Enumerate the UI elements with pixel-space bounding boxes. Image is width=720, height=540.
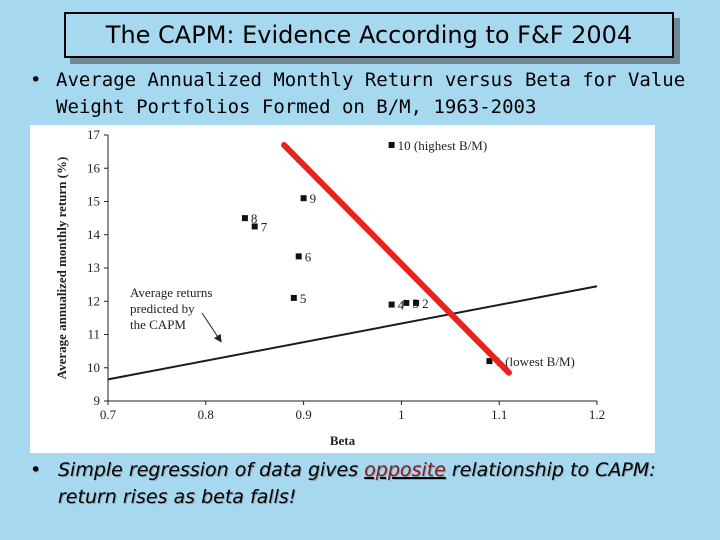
data-point — [241, 215, 248, 222]
data-point — [251, 223, 258, 230]
bullet-two-text: Simple regression of data gives opposite… — [30, 457, 700, 511]
capm-line — [107, 285, 598, 381]
x-tick-label: 0.9 — [295, 407, 311, 422]
point-label: 8 — [251, 211, 257, 226]
annotation-line: Average returns — [130, 285, 212, 300]
y-tick-label: 10 — [87, 360, 100, 375]
y-tick-label: 14 — [87, 227, 101, 242]
y-tick-label: 16 — [87, 160, 101, 175]
x-tick-label: 1 — [398, 407, 405, 422]
chart-panel: 9 10 11 12 13 14 15 16 17 0.7 0.8 0.9 1 1.1 1.2 Beta Ave… — [30, 125, 655, 453]
data-point — [388, 141, 395, 148]
data-point — [486, 358, 493, 365]
slide-title-text: The CAPM: Evidence According to F&F 2004 — [105, 21, 633, 49]
x-tick-label: 1.1 — [491, 407, 507, 422]
bullet-two-tail: relationship to CAPM: return rises as be… — [58, 459, 656, 508]
point-label: 6 — [305, 249, 312, 264]
point-label: 9 — [310, 191, 317, 206]
scatter-chart: 9 10 11 12 13 14 15 16 17 0.7 0.8 0.9 1 1.1 1.2 Beta Ave… — [54, 127, 605, 448]
data-point — [413, 299, 420, 306]
regression-line — [281, 141, 512, 376]
point-label: 5 — [300, 291, 307, 306]
point-label: 2 — [422, 296, 429, 311]
point-label: 4 — [398, 298, 405, 313]
data-point — [388, 301, 395, 308]
bullet-two: • Simple regression of data gives opposi… — [30, 457, 700, 511]
bullet-one: • Average Annualized Monthly Return vers… — [30, 67, 700, 121]
emphasis-word: opposite — [364, 459, 446, 481]
y-tick-label: 15 — [87, 194, 100, 209]
data-point — [403, 299, 410, 306]
bullet-dot: • — [30, 69, 42, 91]
x-tick-label: 1.2 — [589, 407, 605, 422]
slide-title: The CAPM: Evidence According to F&F 2004 — [64, 12, 674, 58]
annotation-line: predicted by — [130, 301, 195, 316]
data-point — [300, 195, 307, 202]
data-point — [290, 294, 297, 301]
y-tick-label: 11 — [87, 327, 100, 342]
y-tick-label: 13 — [87, 260, 100, 275]
y-tick-label: 9 — [94, 393, 101, 408]
bullet-dot: • — [30, 459, 42, 481]
x-tick-label: 0.7 — [100, 407, 117, 422]
x-axis-label: Beta — [330, 433, 356, 448]
y-axis-label: Average annualized monthly return (%) — [54, 157, 69, 380]
annotation-line: the CAPM — [130, 317, 186, 332]
data-point — [295, 253, 302, 260]
y-tick-label: 12 — [87, 293, 100, 308]
point-label: 10 (highest B/M) — [398, 138, 488, 153]
x-tick-label: 0.8 — [198, 407, 214, 422]
bullet-two-lead: Simple regression of data gives — [58, 459, 365, 481]
point-label: 1 (lowest B/M) — [495, 354, 574, 369]
y-tick-label: 17 — [87, 127, 101, 142]
point-label: 7 — [261, 219, 268, 234]
bullet-one-text: Average Annualized Monthly Return versus… — [56, 69, 686, 118]
annotation-arrow — [201, 312, 222, 343]
